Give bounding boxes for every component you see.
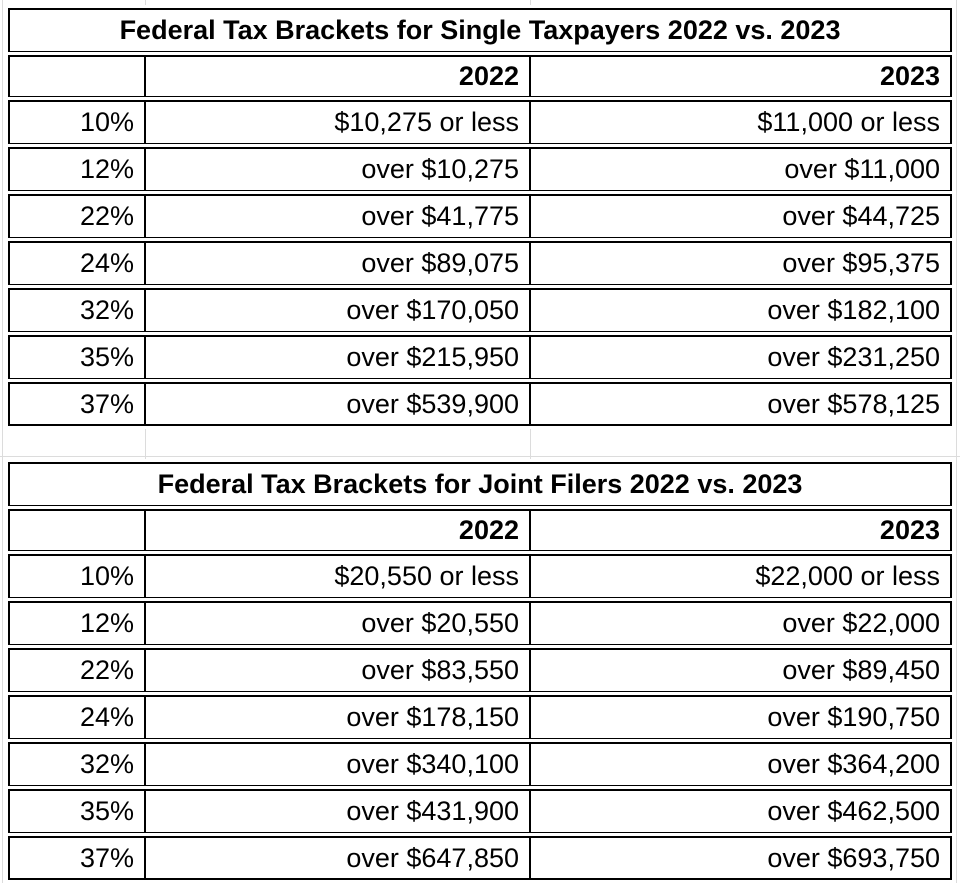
rate-cell: 37% [8, 836, 146, 880]
rate-cell: 12% [8, 147, 146, 191]
rate-cell: 32% [8, 742, 146, 786]
bracket-2023-cell: over $182,100 [531, 288, 953, 332]
bracket-2022-cell: over $89,075 [146, 241, 531, 285]
table-title: Federal Tax Brackets for Joint Filers 20… [8, 462, 952, 506]
empty-header-cell [8, 509, 146, 551]
bracket-2023-cell: over $578,125 [531, 382, 953, 426]
rate-cell: 24% [8, 695, 146, 739]
bracket-2023-cell: over $89,450 [531, 648, 952, 692]
rate-cell: 35% [8, 335, 146, 379]
gridline [530, 0, 531, 883]
table-row: 37% over $539,900 over $578,125 [8, 382, 953, 426]
table-row: 32% over $340,100 over $364,200 [8, 742, 952, 786]
table-row: 12% over $10,275 over $11,000 [8, 147, 953, 191]
year-2022-header: 2022 [146, 55, 531, 97]
table-row: 12% over $20,550 over $22,000 [8, 601, 952, 645]
single-taxpayers-table: Federal Tax Brackets for Single Taxpayer… [8, 5, 953, 429]
bracket-2023-cell: $11,000 or less [531, 100, 953, 144]
bracket-2023-cell: over $22,000 [531, 601, 952, 645]
gridline [956, 0, 957, 883]
table-row: 24% over $89,075 over $95,375 [8, 241, 953, 285]
gridline [145, 0, 146, 883]
bracket-2022-cell: over $539,900 [146, 382, 531, 426]
rate-cell: 12% [8, 601, 146, 645]
bracket-2023-cell: over $231,250 [531, 335, 953, 379]
bracket-2023-cell: over $693,750 [531, 836, 952, 880]
table-row: 37% over $647,850 over $693,750 [8, 836, 952, 880]
table-row: 35% over $215,950 over $231,250 [8, 335, 953, 379]
table-row: 10% $10,275 or less $11,000 or less [8, 100, 953, 144]
rate-cell: 24% [8, 241, 146, 285]
bracket-2022-cell: over $20,550 [146, 601, 531, 645]
bracket-2022-cell: over $170,050 [146, 288, 531, 332]
bracket-2023-cell: over $44,725 [531, 194, 953, 238]
table-title: Federal Tax Brackets for Single Taxpayer… [8, 8, 953, 52]
bracket-2022-cell: over $215,950 [146, 335, 531, 379]
year-2023-header: 2023 [531, 55, 953, 97]
empty-header-cell [8, 55, 146, 97]
bracket-2023-cell: over $190,750 [531, 695, 952, 739]
rate-cell: 22% [8, 648, 146, 692]
table-row: 10% $20,550 or less $22,000 or less [8, 554, 952, 598]
bracket-2022-cell: over $10,275 [146, 147, 531, 191]
bracket-2022-cell: over $41,775 [146, 194, 531, 238]
year-2022-header: 2022 [146, 509, 531, 551]
bracket-2022-cell: $10,275 or less [146, 100, 531, 144]
rate-cell: 22% [8, 194, 146, 238]
year-2023-header: 2023 [531, 509, 952, 551]
joint-filers-table: Federal Tax Brackets for Joint Filers 20… [8, 459, 952, 883]
rate-cell: 35% [8, 789, 146, 833]
bracket-2022-cell: over $178,150 [146, 695, 531, 739]
bracket-2022-cell: over $647,850 [146, 836, 531, 880]
bracket-2022-cell: over $340,100 [146, 742, 531, 786]
bracket-2022-cell: $20,550 or less [146, 554, 531, 598]
gridline [0, 456, 960, 457]
rate-cell: 10% [8, 554, 146, 598]
bracket-2023-cell: over $11,000 [531, 147, 953, 191]
table-row: 22% over $41,775 over $44,725 [8, 194, 953, 238]
table-row: 35% over $431,900 over $462,500 [8, 789, 952, 833]
table-row: 32% over $170,050 over $182,100 [8, 288, 953, 332]
bracket-2023-cell: $22,000 or less [531, 554, 952, 598]
rate-cell: 10% [8, 100, 146, 144]
gridline [2, 0, 3, 883]
bracket-2023-cell: over $95,375 [531, 241, 953, 285]
bracket-2022-cell: over $83,550 [146, 648, 531, 692]
rate-cell: 32% [8, 288, 146, 332]
table-row: 24% over $178,150 over $190,750 [8, 695, 952, 739]
bracket-2023-cell: over $462,500 [531, 789, 952, 833]
bracket-2022-cell: over $431,900 [146, 789, 531, 833]
rate-cell: 37% [8, 382, 146, 426]
table-row: 22% over $83,550 over $89,450 [8, 648, 952, 692]
bracket-2023-cell: over $364,200 [531, 742, 952, 786]
